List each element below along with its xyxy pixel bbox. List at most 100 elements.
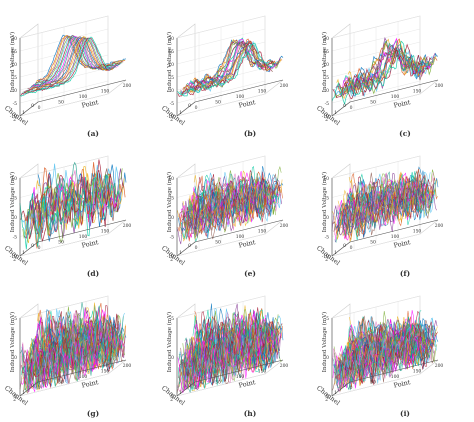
series-line — [176, 324, 266, 394]
x-tick-label: 50 — [58, 380, 64, 386]
panel-label: (e) — [244, 269, 256, 278]
series-line — [24, 36, 113, 93]
traces — [19, 159, 127, 250]
x-tick-label: 200 — [435, 363, 444, 369]
x-tick-label: 0 — [350, 245, 353, 251]
y-axis-label: Channel — [160, 244, 186, 267]
y-axis-label: Channel — [315, 104, 341, 127]
panel-label: (c) — [399, 129, 411, 138]
z-axis-label: Induced Voltage (mV) — [321, 32, 328, 92]
traces — [331, 166, 439, 244]
x-tick-label: 150 — [258, 229, 267, 235]
y-tick-label: 1 — [22, 250, 25, 256]
series-line — [332, 176, 421, 243]
z-axis-label: Induced Voltage (mV) — [321, 312, 328, 372]
series-line — [332, 310, 422, 389]
x-tick-label: 150 — [413, 89, 422, 95]
y-tick-label: 0 — [31, 243, 34, 249]
y-tick-label: 1 — [334, 390, 337, 396]
x-axis-label: Point — [238, 378, 257, 389]
x-tick-label: 100 — [236, 234, 245, 240]
y-axis-label: Channel — [3, 104, 29, 127]
z-tick-label: 5 — [14, 196, 17, 202]
series-line — [36, 167, 126, 224]
x-axis-label: Point — [81, 98, 100, 109]
z-tick-label: -5 — [170, 101, 175, 107]
z-tick-label: -5 — [13, 394, 18, 400]
series-line — [179, 310, 268, 392]
series-line — [332, 323, 421, 391]
series-line — [19, 36, 109, 97]
x-tick-label: 100 — [79, 374, 88, 380]
z-tick-label: 0 — [14, 355, 17, 361]
panel-label: (i) — [400, 409, 410, 418]
y-axis-label: Channel — [315, 244, 341, 267]
x-tick-label: 50 — [58, 240, 64, 246]
x-tick-label: 50 — [215, 100, 221, 106]
panel-label: (f) — [400, 269, 410, 278]
axis-lines — [331, 38, 439, 117]
y-axis-label: Channel — [160, 384, 186, 407]
x-tick-label: 150 — [258, 89, 267, 95]
z-tick-label: 5 — [14, 75, 17, 81]
y-tick-label: 0 — [343, 103, 346, 109]
z-tick-label: 10 — [323, 176, 329, 182]
series-line — [177, 177, 266, 242]
z-tick-label: 20 — [168, 36, 174, 42]
z-axis-label: Induced Voltage (mV) — [321, 172, 328, 232]
z-axis-label: Induced Voltage (mV) — [166, 32, 173, 92]
x-tick-label: 0 — [195, 385, 198, 391]
series-line — [177, 40, 267, 97]
y-tick-label: 2 — [325, 397, 328, 403]
series-line — [336, 173, 425, 238]
traces — [331, 37, 439, 106]
series-line — [333, 310, 422, 385]
y-tick-label: 2 — [13, 117, 16, 123]
x-tick-label: 200 — [280, 223, 289, 229]
traces — [19, 34, 127, 97]
z-tick-label: 0 — [171, 355, 174, 361]
axis-lines — [331, 178, 439, 257]
y-axis-label: Channel — [3, 244, 29, 267]
x-tick-label: 200 — [280, 363, 289, 369]
series-line — [181, 320, 271, 384]
series-line — [20, 324, 109, 394]
x-tick-label: 0 — [38, 245, 41, 251]
z-tick-label: 15 — [168, 49, 174, 55]
x-tick-label: 0 — [38, 105, 41, 111]
z-tick-label: 0 — [326, 88, 329, 94]
x-tick-label: 150 — [101, 89, 110, 95]
series-line — [21, 318, 111, 385]
z-tick-label: -5 — [325, 394, 330, 400]
z-tick-label: -5 — [325, 235, 330, 241]
axis-lines — [19, 318, 127, 397]
x-tick-label: 100 — [391, 94, 400, 100]
series-line — [178, 166, 267, 239]
x-tick-label: 150 — [101, 369, 110, 375]
y-tick-label: 2 — [170, 397, 173, 403]
series-line — [185, 316, 274, 388]
y-axis-label: Channel — [3, 384, 29, 407]
series-line — [23, 37, 112, 93]
z-tick-label: -10 — [322, 114, 329, 120]
axis-lines — [176, 318, 284, 397]
x-tick-label: 200 — [435, 223, 444, 229]
y-tick-label: 2 — [13, 257, 16, 263]
x-axis-label: Point — [81, 378, 100, 389]
y-tick-label: 2 — [13, 397, 16, 403]
series-line — [333, 47, 423, 98]
x-tick-label: 50 — [370, 240, 376, 246]
y-tick-label: 0 — [188, 103, 191, 109]
x-tick-label: 50 — [58, 100, 64, 106]
x-axis-label: Point — [393, 238, 412, 249]
z-tick-label: 20 — [323, 36, 329, 42]
x-tick-label: 200 — [280, 83, 289, 89]
traces — [176, 37, 284, 97]
y-tick-label: 1 — [179, 390, 182, 396]
z-tick-label: -10 — [10, 254, 17, 260]
series-line — [334, 48, 424, 99]
y-tick-label: 1 — [22, 110, 25, 116]
